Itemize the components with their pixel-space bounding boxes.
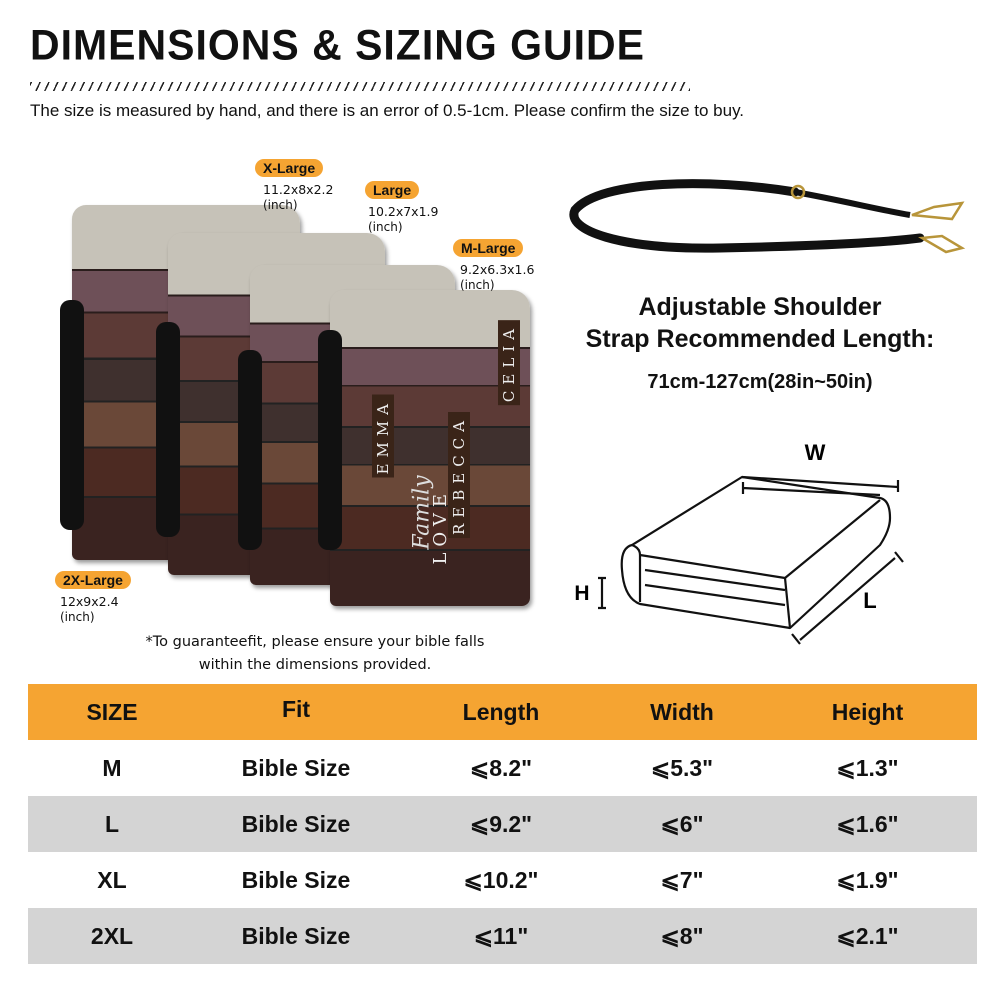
handle (156, 322, 180, 537)
size-table: SIZE Fit Length Width Height M Bible Size… (28, 684, 977, 964)
strap-title-1: Adjustable Shoulder (638, 293, 882, 321)
length-label: L (863, 588, 876, 613)
height-label: H (574, 582, 589, 605)
handle (318, 330, 342, 550)
width-label: W (805, 440, 826, 465)
hatch-divider (30, 82, 690, 91)
case-m: EMMA REBECCA CELIA LOVE Family (330, 290, 530, 606)
fit-note: *To guaranteefit, please ensure your bib… (145, 634, 485, 673)
book-dimension-diagram: W H L (574, 440, 904, 645)
handle (60, 300, 84, 530)
size-label-m: M-Large 9.2x6.3x1.6 (inch) (453, 238, 534, 292)
size-label-xl: X-Large 11.2x8x2.2 (inch) (255, 158, 333, 212)
size-label-2xl: 2X-Large 12x9x2.4 (inch) (55, 570, 131, 624)
art-name: CELIA (498, 320, 520, 406)
strap-title-2: Strap Recommended Length: (585, 325, 935, 353)
handle (238, 350, 262, 550)
size-label-l: Large 10.2x7x1.9 (inch) (365, 180, 438, 234)
table-row: M Bible Size ⩽8.2" ⩽5.3" ⩽1.3" (102, 754, 899, 781)
table-header: SIZE Fit Length Width Height (28, 684, 977, 740)
page-title: DIMENSIONS & SIZING GUIDE (30, 20, 645, 70)
table-row: XL Bible Size ⩽10.2" ⩽7" ⩽1.9" (97, 866, 899, 893)
art-script: Family (409, 475, 435, 550)
art-name: EMMA (372, 395, 394, 478)
shoulder-strap-image (569, 179, 966, 254)
subtitle: The size is measured by hand, and there … (30, 101, 745, 120)
table-row: 2XL Bible Size ⩽11" ⩽8" ⩽2.1" (28, 908, 977, 964)
strap-length: 71cm-127cm(28in~50in) (647, 371, 873, 393)
table-row: L Bible Size ⩽9.2" ⩽6" ⩽1.6" (28, 796, 977, 852)
